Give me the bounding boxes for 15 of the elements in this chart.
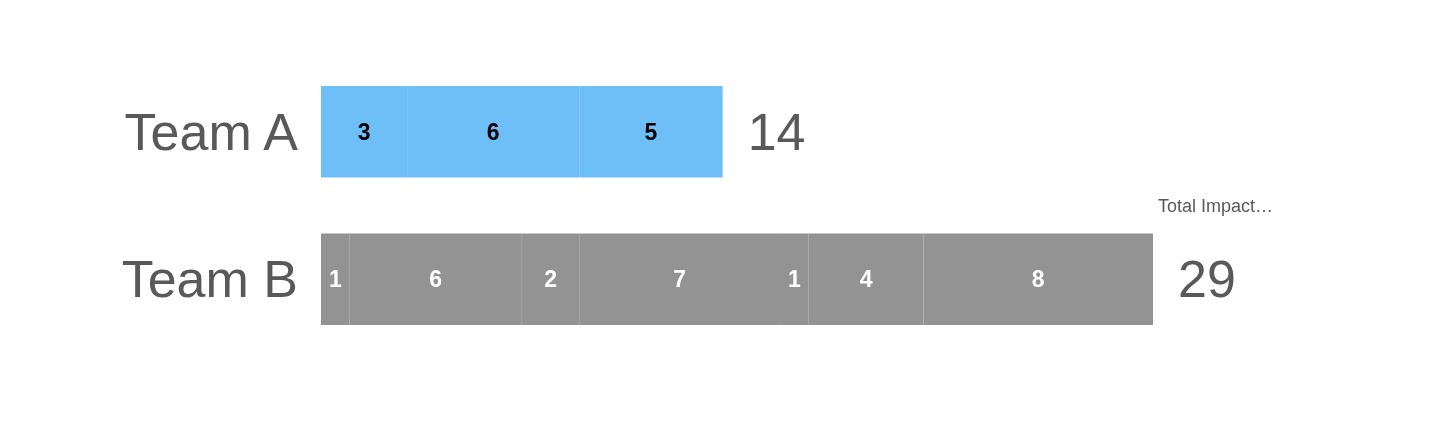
y-tick-label: Team B <box>121 250 298 309</box>
data-label: 1 <box>328 266 342 293</box>
data-label: 5 <box>644 118 658 145</box>
data-label: 4 <box>859 266 873 293</box>
text: Total Impact… <box>1158 195 1274 216</box>
data-label: 1 <box>787 266 801 293</box>
y-tick-label: Team A <box>124 102 299 161</box>
data-label: 6 <box>486 118 500 145</box>
data-label: 8 <box>1031 266 1045 293</box>
data-label: 6 <box>429 266 443 293</box>
total-label: 14 <box>747 102 806 161</box>
total-label: 29 <box>1178 250 1236 309</box>
data-label: 2 <box>544 266 557 293</box>
data-label: 3 <box>357 118 371 145</box>
data-label: 7 <box>673 266 687 293</box>
